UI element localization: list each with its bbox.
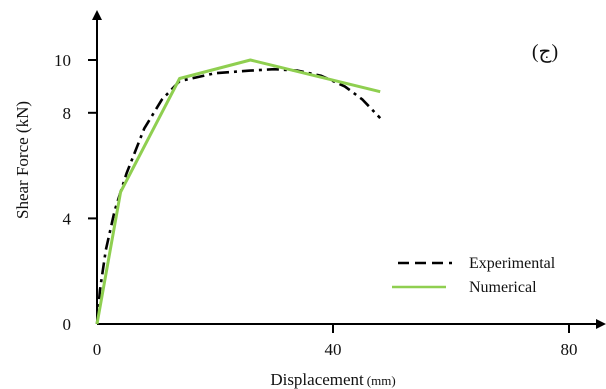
y-tick-label: 0 [63,315,72,334]
y-tick-label: 10 [54,51,71,70]
legend: Experimental Numerical [392,255,556,296]
x-axis-arrow [596,319,606,329]
legend-label-experimental: Experimental [469,255,556,272]
ticks: 0 40 80 0 4 8 10 [54,51,578,359]
series-line-numerical [95,58,381,325]
axes [92,10,606,329]
legend-label-numerical: Numerical [469,279,537,296]
x-axis-label-text: Displacement [270,370,364,389]
x-tick-label: 0 [93,340,102,359]
panel-tag: (ج) [532,41,558,63]
y-axis-label: Shear Force (kN) [13,101,32,219]
x-tick-label: 40 [325,340,342,359]
x-tick-label: 80 [561,340,578,359]
y-tick-label: 8 [63,104,72,123]
series-layer [95,58,382,325]
x-axis-label: Displacement (mm) [270,370,395,389]
series-line-experimental [95,67,382,325]
y-axis-arrow [92,10,102,20]
y-tick-label: 4 [63,209,72,228]
x-axis-label-unit: (mm) [367,373,396,388]
